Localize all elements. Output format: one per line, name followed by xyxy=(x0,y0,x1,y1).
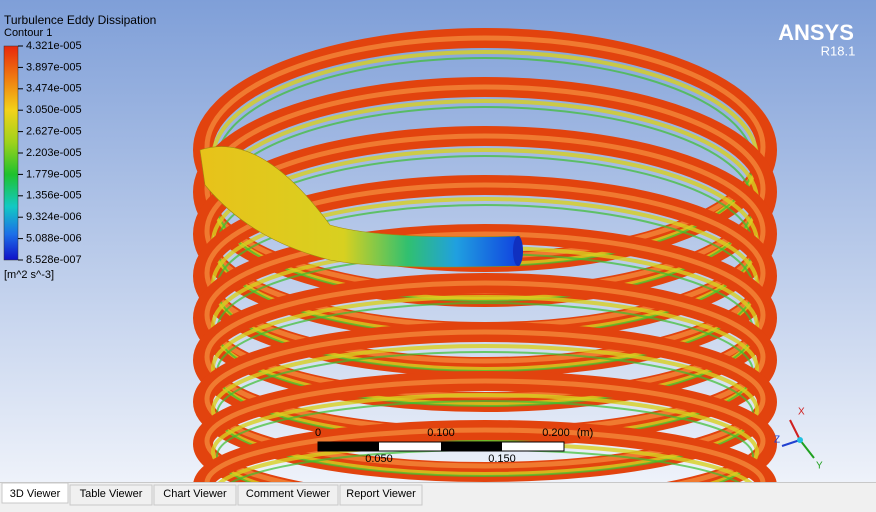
brand-name: ANSYS xyxy=(778,20,854,45)
inlet-end xyxy=(513,236,523,266)
scale-label: 0.100 xyxy=(427,427,455,439)
legend-label: 4.321e-005 xyxy=(26,40,82,52)
legend-label: 2.203e-005 xyxy=(26,147,82,159)
coil-ring-highlight xyxy=(204,378,766,482)
coil-ring-highlight xyxy=(204,427,766,482)
tab[interactable] xyxy=(153,484,237,506)
legend-label: 3.474e-005 xyxy=(26,83,82,95)
coil-ring-inner xyxy=(216,400,754,482)
legend-label: 3.897e-005 xyxy=(26,61,82,73)
tab-label[interactable]: Table Viewer xyxy=(80,488,143,500)
triad: X Y Z xyxy=(774,407,823,472)
legend-label: 8.528e-007 xyxy=(26,254,82,266)
legend-units: [m^2 s^-3] xyxy=(4,269,54,281)
legend-title: Turbulence Eddy Dissipation xyxy=(4,13,156,27)
triad-origin xyxy=(797,437,803,443)
coil-ring-highlight xyxy=(204,182,766,364)
legend-label: 3.050e-005 xyxy=(26,104,82,116)
coil-ring-inner xyxy=(211,393,759,482)
legend-label: 1.779e-005 xyxy=(26,168,82,180)
tab-label[interactable]: Comment Viewer xyxy=(246,488,330,500)
triad-label: Z xyxy=(774,435,780,446)
legend-subtitle: Contour 1 xyxy=(4,27,52,39)
tab[interactable] xyxy=(339,484,423,506)
legend-label: 9.324e-006 xyxy=(26,211,82,223)
triad-label: Y xyxy=(816,461,823,472)
tabs: 3D Viewer Table Viewer Chart Viewer Comment… xyxy=(1,482,423,506)
tab-label[interactable]: 3D Viewer xyxy=(10,488,61,500)
scale-bar-segment xyxy=(318,442,379,451)
scale-label: 0.150 xyxy=(488,453,516,465)
legend-label: 2.627e-005 xyxy=(26,126,82,138)
scale-label: 0.050 xyxy=(365,453,393,465)
coil xyxy=(193,28,777,482)
tab[interactable] xyxy=(237,484,339,506)
coil-ring-inner xyxy=(211,344,759,476)
legend-labels: 4.321e-005 3.897e-005 3.474e-005 3.050e-005… xyxy=(18,40,82,266)
legend-label: 1.356e-005 xyxy=(26,190,82,202)
coil-ring-highlight xyxy=(204,329,766,469)
triad-y-axis xyxy=(799,439,815,459)
legend: Turbulence Eddy Dissipation Contour 1 4.… xyxy=(3,13,156,281)
scale-label: (m) xyxy=(577,427,594,439)
tab[interactable] xyxy=(69,484,153,506)
scale-bar-segment xyxy=(441,442,502,451)
tab[interactable] xyxy=(1,482,69,504)
triad-label: X xyxy=(798,407,805,418)
tab-label[interactable]: Report Viewer xyxy=(346,488,416,500)
triad-z-axis xyxy=(781,439,801,447)
tab-label[interactable]: Chart Viewer xyxy=(163,488,227,500)
brand-version: R18.1 xyxy=(821,43,856,58)
color-bar xyxy=(3,45,19,261)
legend-label: 5.088e-006 xyxy=(26,233,82,245)
triad-x-axis xyxy=(789,419,801,441)
scale-bar: 0 0.100 0.200 (m) 0.050 0.150 xyxy=(315,427,593,465)
scale-label: 0.200 xyxy=(542,427,570,439)
scale-label: 0 xyxy=(315,427,321,439)
